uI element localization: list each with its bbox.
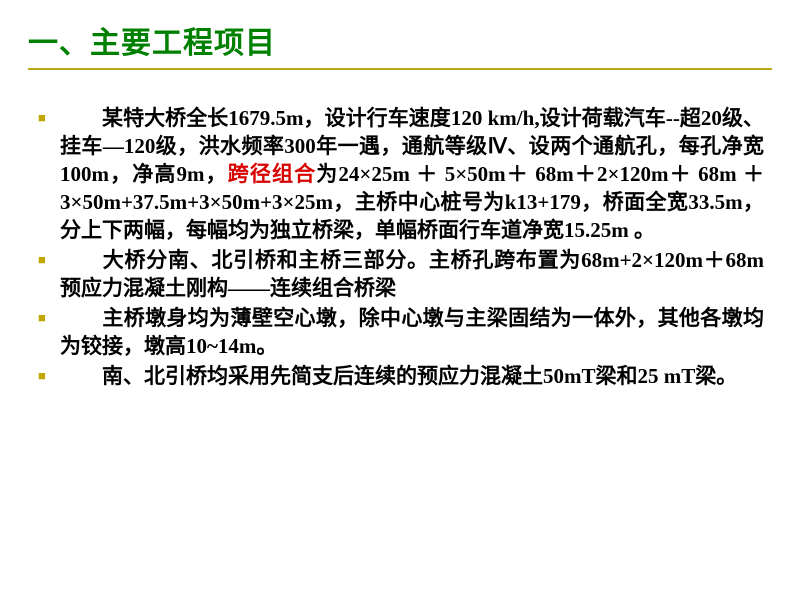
item-text: 南、北引桥均采用先简支后连续的预应力混凝土50mT梁和25 mT梁。 — [60, 362, 764, 390]
bullet-icon: ■ — [36, 362, 60, 390]
list-item: ■ 某特大桥全长1679.5m，设计行车速度120 km/h,设计荷载汽车--超… — [36, 104, 764, 244]
title-underline: 一、主要工程项目 — [28, 18, 772, 70]
item-text: 主桥墩身均为薄壁空心墩，除中心墩与主梁固结为一体外，其他各墩均为铰接，墩高10~… — [60, 304, 764, 360]
list-item: ■ 大桥分南、北引桥和主桥三部分。主桥孔跨布置为68m+2×120m＋68m预应… — [36, 246, 764, 302]
bullet-icon: ■ — [36, 304, 60, 332]
bullet-icon: ■ — [36, 104, 60, 132]
bullet-icon: ■ — [36, 246, 60, 274]
slide-body: ■ 某特大桥全长1679.5m，设计行车速度120 km/h,设计荷载汽车--超… — [28, 104, 772, 390]
item-text: 大桥分南、北引桥和主桥三部分。主桥孔跨布置为68m+2×120m＋68m预应力混… — [60, 246, 764, 302]
slide: 一、主要工程项目 ■ 某特大桥全长1679.5m，设计行车速度120 km/h,… — [0, 0, 800, 600]
item-text: 某特大桥全长1679.5m，设计行车速度120 km/h,设计荷载汽车--超20… — [60, 104, 764, 244]
list-item: ■ 主桥墩身均为薄壁空心墩，除中心墩与主梁固结为一体外，其他各墩均为铰接，墩高1… — [36, 304, 764, 360]
list-item: ■ 南、北引桥均采用先简支后连续的预应力混凝土50mT梁和25 mT梁。 — [36, 362, 764, 390]
slide-title: 一、主要工程项目 — [28, 18, 772, 62]
highlight-text: 跨径组合 — [228, 162, 317, 186]
